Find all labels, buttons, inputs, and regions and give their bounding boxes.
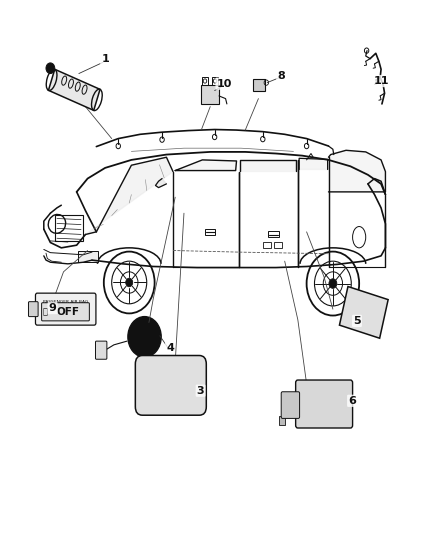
- Text: 4: 4: [166, 343, 174, 352]
- Polygon shape: [49, 69, 100, 110]
- FancyBboxPatch shape: [42, 303, 89, 321]
- Bar: [274, 242, 282, 248]
- Text: 6: 6: [348, 396, 356, 406]
- Circle shape: [329, 279, 337, 288]
- FancyBboxPatch shape: [95, 341, 107, 359]
- Bar: [263, 242, 271, 248]
- Bar: [331, 388, 343, 420]
- Polygon shape: [240, 160, 296, 171]
- Text: ⛔: ⛔: [42, 308, 48, 316]
- Polygon shape: [155, 179, 166, 188]
- Text: 11: 11: [373, 76, 389, 86]
- Polygon shape: [85, 157, 173, 235]
- Text: 9: 9: [49, 303, 57, 313]
- Bar: [279, 416, 285, 425]
- Circle shape: [46, 63, 55, 74]
- Bar: [202, 77, 208, 85]
- Text: 1: 1: [101, 54, 109, 63]
- FancyBboxPatch shape: [135, 356, 206, 415]
- FancyBboxPatch shape: [28, 302, 38, 317]
- Bar: [253, 79, 265, 91]
- Bar: [316, 388, 328, 420]
- Circle shape: [136, 326, 153, 348]
- FancyBboxPatch shape: [35, 293, 96, 325]
- Bar: [212, 77, 218, 85]
- Polygon shape: [175, 160, 237, 171]
- Text: 3: 3: [197, 386, 205, 395]
- Text: 5: 5: [353, 316, 361, 326]
- Bar: [55, 215, 83, 241]
- Polygon shape: [299, 158, 328, 169]
- FancyBboxPatch shape: [281, 392, 300, 418]
- Circle shape: [163, 375, 179, 394]
- Text: PASSENGER AIR BAG: PASSENGER AIR BAG: [43, 300, 88, 304]
- Bar: [268, 231, 279, 237]
- Circle shape: [140, 332, 149, 342]
- Text: OFF: OFF: [57, 307, 79, 317]
- Bar: [301, 388, 314, 420]
- Bar: [201, 85, 219, 104]
- FancyBboxPatch shape: [296, 380, 353, 428]
- Circle shape: [166, 379, 175, 390]
- Polygon shape: [328, 150, 385, 192]
- Bar: [78, 251, 98, 262]
- Text: 8: 8: [277, 71, 285, 80]
- Text: 10: 10: [216, 79, 232, 88]
- Polygon shape: [339, 287, 388, 338]
- Circle shape: [126, 278, 133, 287]
- Bar: [205, 229, 215, 235]
- Circle shape: [128, 317, 161, 357]
